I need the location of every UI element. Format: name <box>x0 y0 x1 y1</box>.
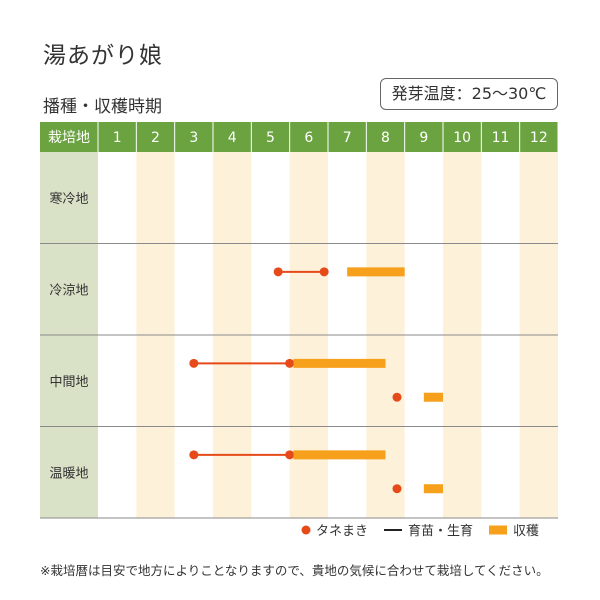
month-tick-label: 7 <box>343 130 352 146</box>
month-tick-label: 1 <box>113 130 122 146</box>
month-tick-label: 4 <box>228 130 237 146</box>
region-label: 温暖地 <box>49 466 88 481</box>
region-label: 寒冷地 <box>49 191 88 207</box>
legend-harvest-marker <box>489 525 507 535</box>
header-label: 栽培地 <box>48 130 90 146</box>
harvest-bar <box>347 267 405 277</box>
month-tick-label: 3 <box>189 130 198 146</box>
month-tick-label: 9 <box>419 130 428 146</box>
month-tick-label: 6 <box>304 130 313 146</box>
harvest-bar <box>423 392 443 402</box>
chart-subtitle: 播種・収穫時期 <box>43 97 162 117</box>
month-tick-label: 12 <box>530 130 548 146</box>
germination-temperature-badge: 発芽温度：25～30℃ <box>380 78 558 110</box>
legend-label: タネまき <box>316 524 368 539</box>
sowing-point <box>392 392 402 402</box>
month-tick-label: 11 <box>492 130 510 146</box>
header-band <box>40 122 558 152</box>
legend-label: 収穫 <box>513 524 539 539</box>
month-tick-label: 8 <box>381 130 390 146</box>
month-tick-label: 2 <box>151 130 160 146</box>
month-tick-label: 5 <box>266 130 275 146</box>
footnote: ※栽培暦は目安で地方によりことなりますので、貴地の気候に合わせて栽培してください… <box>40 563 549 578</box>
region-label: 中間地 <box>49 375 88 390</box>
sowing-point <box>189 450 199 460</box>
harvest-bar <box>293 450 386 460</box>
harvest-bar <box>423 484 443 494</box>
legend-label: 育苗・生育 <box>408 523 473 539</box>
page-title: 湯あがり娘 <box>43 43 163 69</box>
sowing-point <box>285 450 295 460</box>
sowing-point <box>392 484 402 494</box>
harvest-bar <box>293 358 386 368</box>
region-label: 冷涼地 <box>49 283 88 298</box>
month-tick-label: 10 <box>453 130 471 146</box>
sowing-point <box>189 358 199 368</box>
sowing-point <box>285 358 295 368</box>
sowing-point <box>273 267 283 277</box>
sowing-point <box>319 267 329 277</box>
legend-sow-marker <box>301 525 311 535</box>
